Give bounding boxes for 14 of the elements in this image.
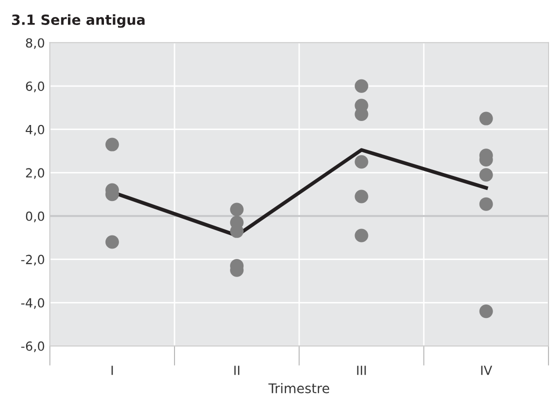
- y-tick-label: -2,0: [21, 254, 44, 266]
- y-tick-label: 8,0: [26, 38, 44, 49]
- y-tick-label: 6,0: [26, 82, 44, 92]
- y-tick-label: 2,0: [26, 168, 44, 179]
- x-tick-label: I: [112, 366, 113, 375]
- y-tick-label: 4,0: [26, 124, 44, 136]
- y-tick-label: 0,0: [26, 211, 44, 222]
- chart-title: 3.1 Serie antigua: [12, 14, 145, 28]
- y-tick-label: -4,0: [21, 298, 44, 309]
- y-tick-label: -6,0: [21, 341, 44, 352]
- x-tick-label: IV: [481, 366, 492, 375]
- x-tick-label: III: [357, 366, 366, 375]
- x-axis-title: Trimestre: [268, 383, 330, 394]
- x-tick-label: II: [234, 366, 240, 375]
